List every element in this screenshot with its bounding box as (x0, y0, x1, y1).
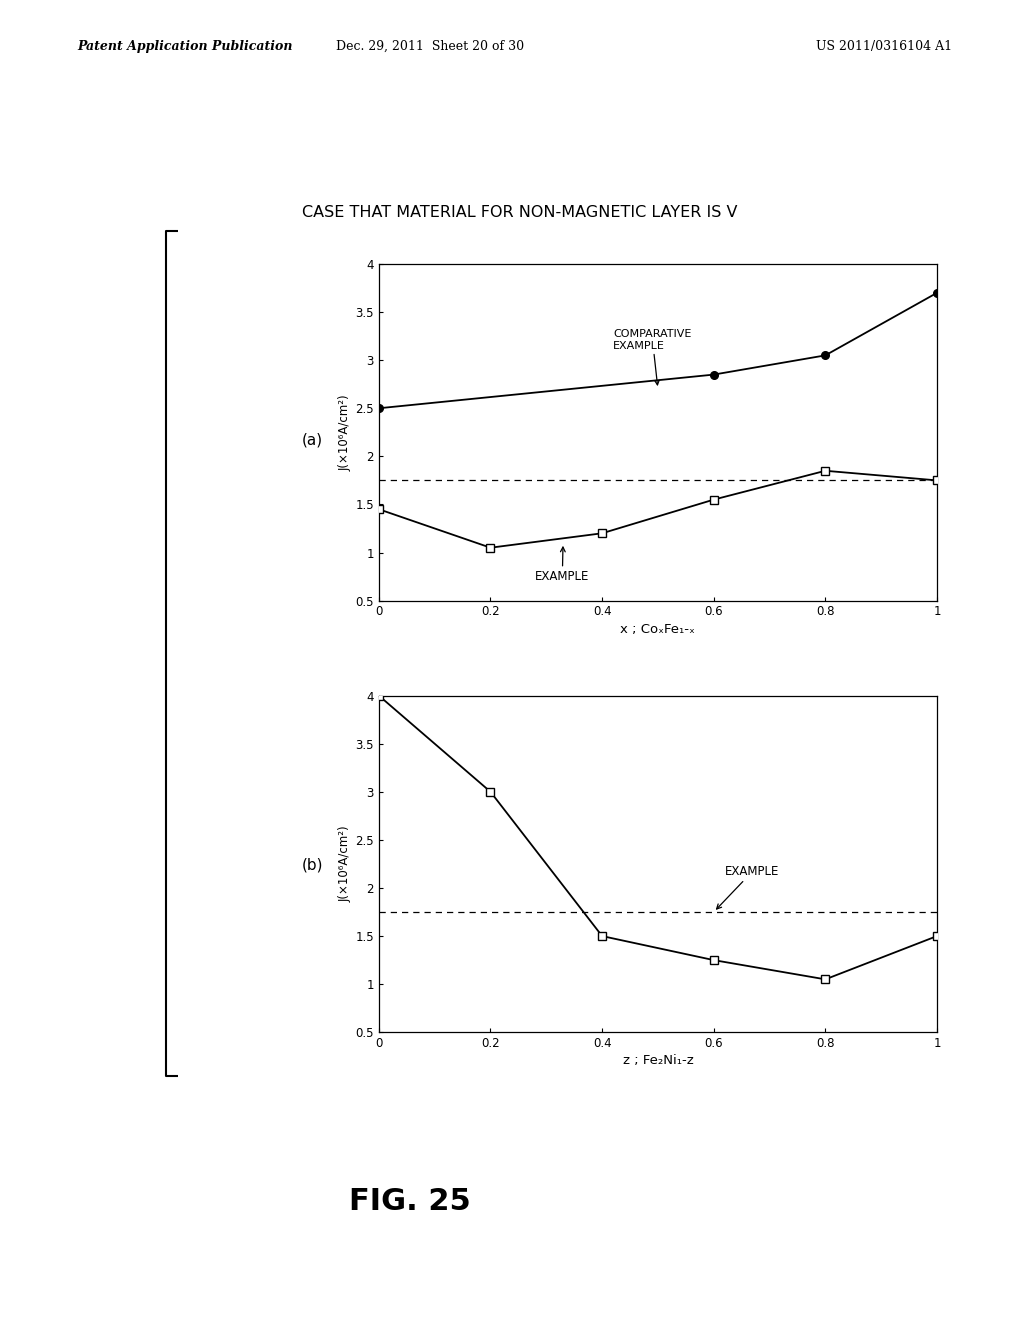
Text: (b): (b) (302, 857, 323, 873)
Text: EXAMPLE: EXAMPLE (536, 546, 590, 583)
Text: CASE THAT MATERIAL FOR NON-MAGNETIC LAYER IS V: CASE THAT MATERIAL FOR NON-MAGNETIC LAYE… (302, 205, 737, 219)
Text: (a): (a) (302, 432, 323, 447)
Text: EXAMPLE: EXAMPLE (717, 866, 779, 909)
Y-axis label: J(×10⁶A/cm²): J(×10⁶A/cm²) (338, 825, 351, 903)
X-axis label: x ; CoₓFe₁-ₓ: x ; CoₓFe₁-ₓ (621, 623, 695, 636)
Text: COMPARATIVE
EXAMPLE: COMPARATIVE EXAMPLE (613, 329, 691, 385)
Text: US 2011/0316104 A1: US 2011/0316104 A1 (816, 40, 952, 53)
X-axis label: z ; Fe₂Ni₁-z: z ; Fe₂Ni₁-z (623, 1055, 693, 1068)
Text: FIG. 25: FIG. 25 (349, 1187, 470, 1216)
Y-axis label: J(×10⁶A/cm²): J(×10⁶A/cm²) (338, 393, 351, 471)
Text: Dec. 29, 2011  Sheet 20 of 30: Dec. 29, 2011 Sheet 20 of 30 (336, 40, 524, 53)
Text: Patent Application Publication: Patent Application Publication (77, 40, 292, 53)
